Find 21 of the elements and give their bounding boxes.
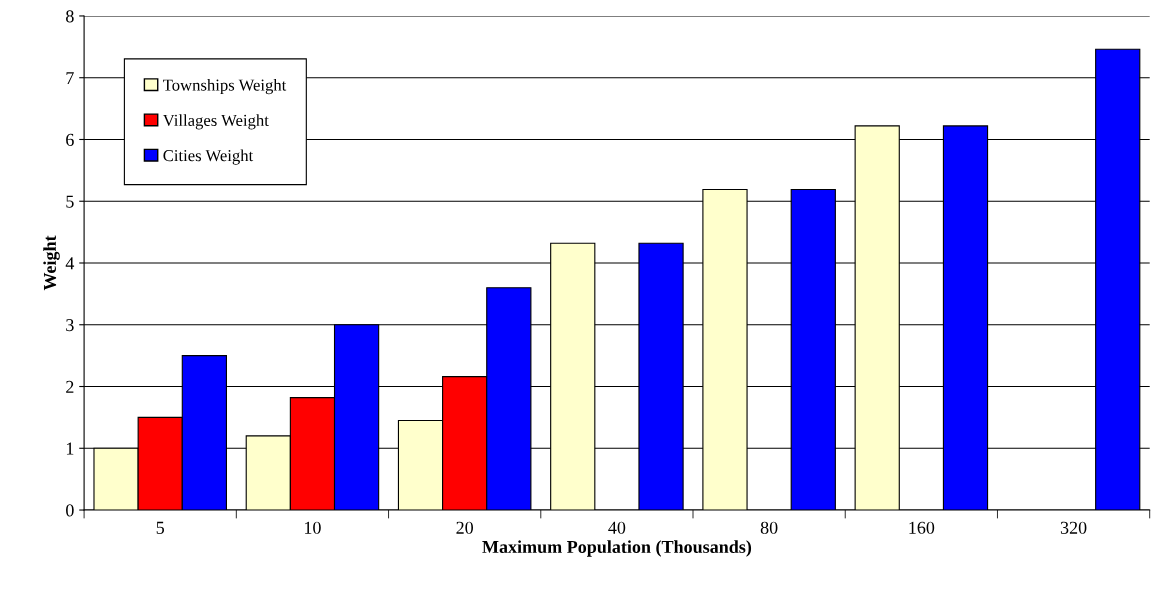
x-tick-label: 20 (456, 521, 474, 534)
y-tick-label: 3 (66, 319, 74, 332)
x-axis-title: Maximum Population (Thousands) (482, 540, 752, 557)
legend-label: Townships Weight (163, 78, 287, 95)
x-tick-label: 10 (305, 521, 321, 534)
y-tick-label: 6 (66, 133, 74, 146)
y-tick-label: 2 (66, 380, 74, 393)
x-tick-label: 5 (156, 521, 165, 534)
y-tick-label: 8 (66, 10, 74, 23)
legend-label: Cities Weight (163, 149, 254, 165)
legend-label: Villages Weight (162, 114, 269, 130)
x-tick-label: 80 (760, 521, 778, 534)
x-tick-label: 320 (1060, 521, 1087, 534)
y-tick-label: 7 (66, 72, 74, 84)
y-tick-label: 4 (65, 257, 75, 270)
y-axis-title: Weight (43, 235, 60, 291)
x-tick-label: 160 (909, 521, 935, 534)
y-tick-label: 0 (66, 504, 74, 517)
y-tick-label: 5 (66, 195, 74, 208)
y-tick-label: 1 (66, 442, 74, 455)
x-tick-label: 40 (608, 521, 626, 534)
